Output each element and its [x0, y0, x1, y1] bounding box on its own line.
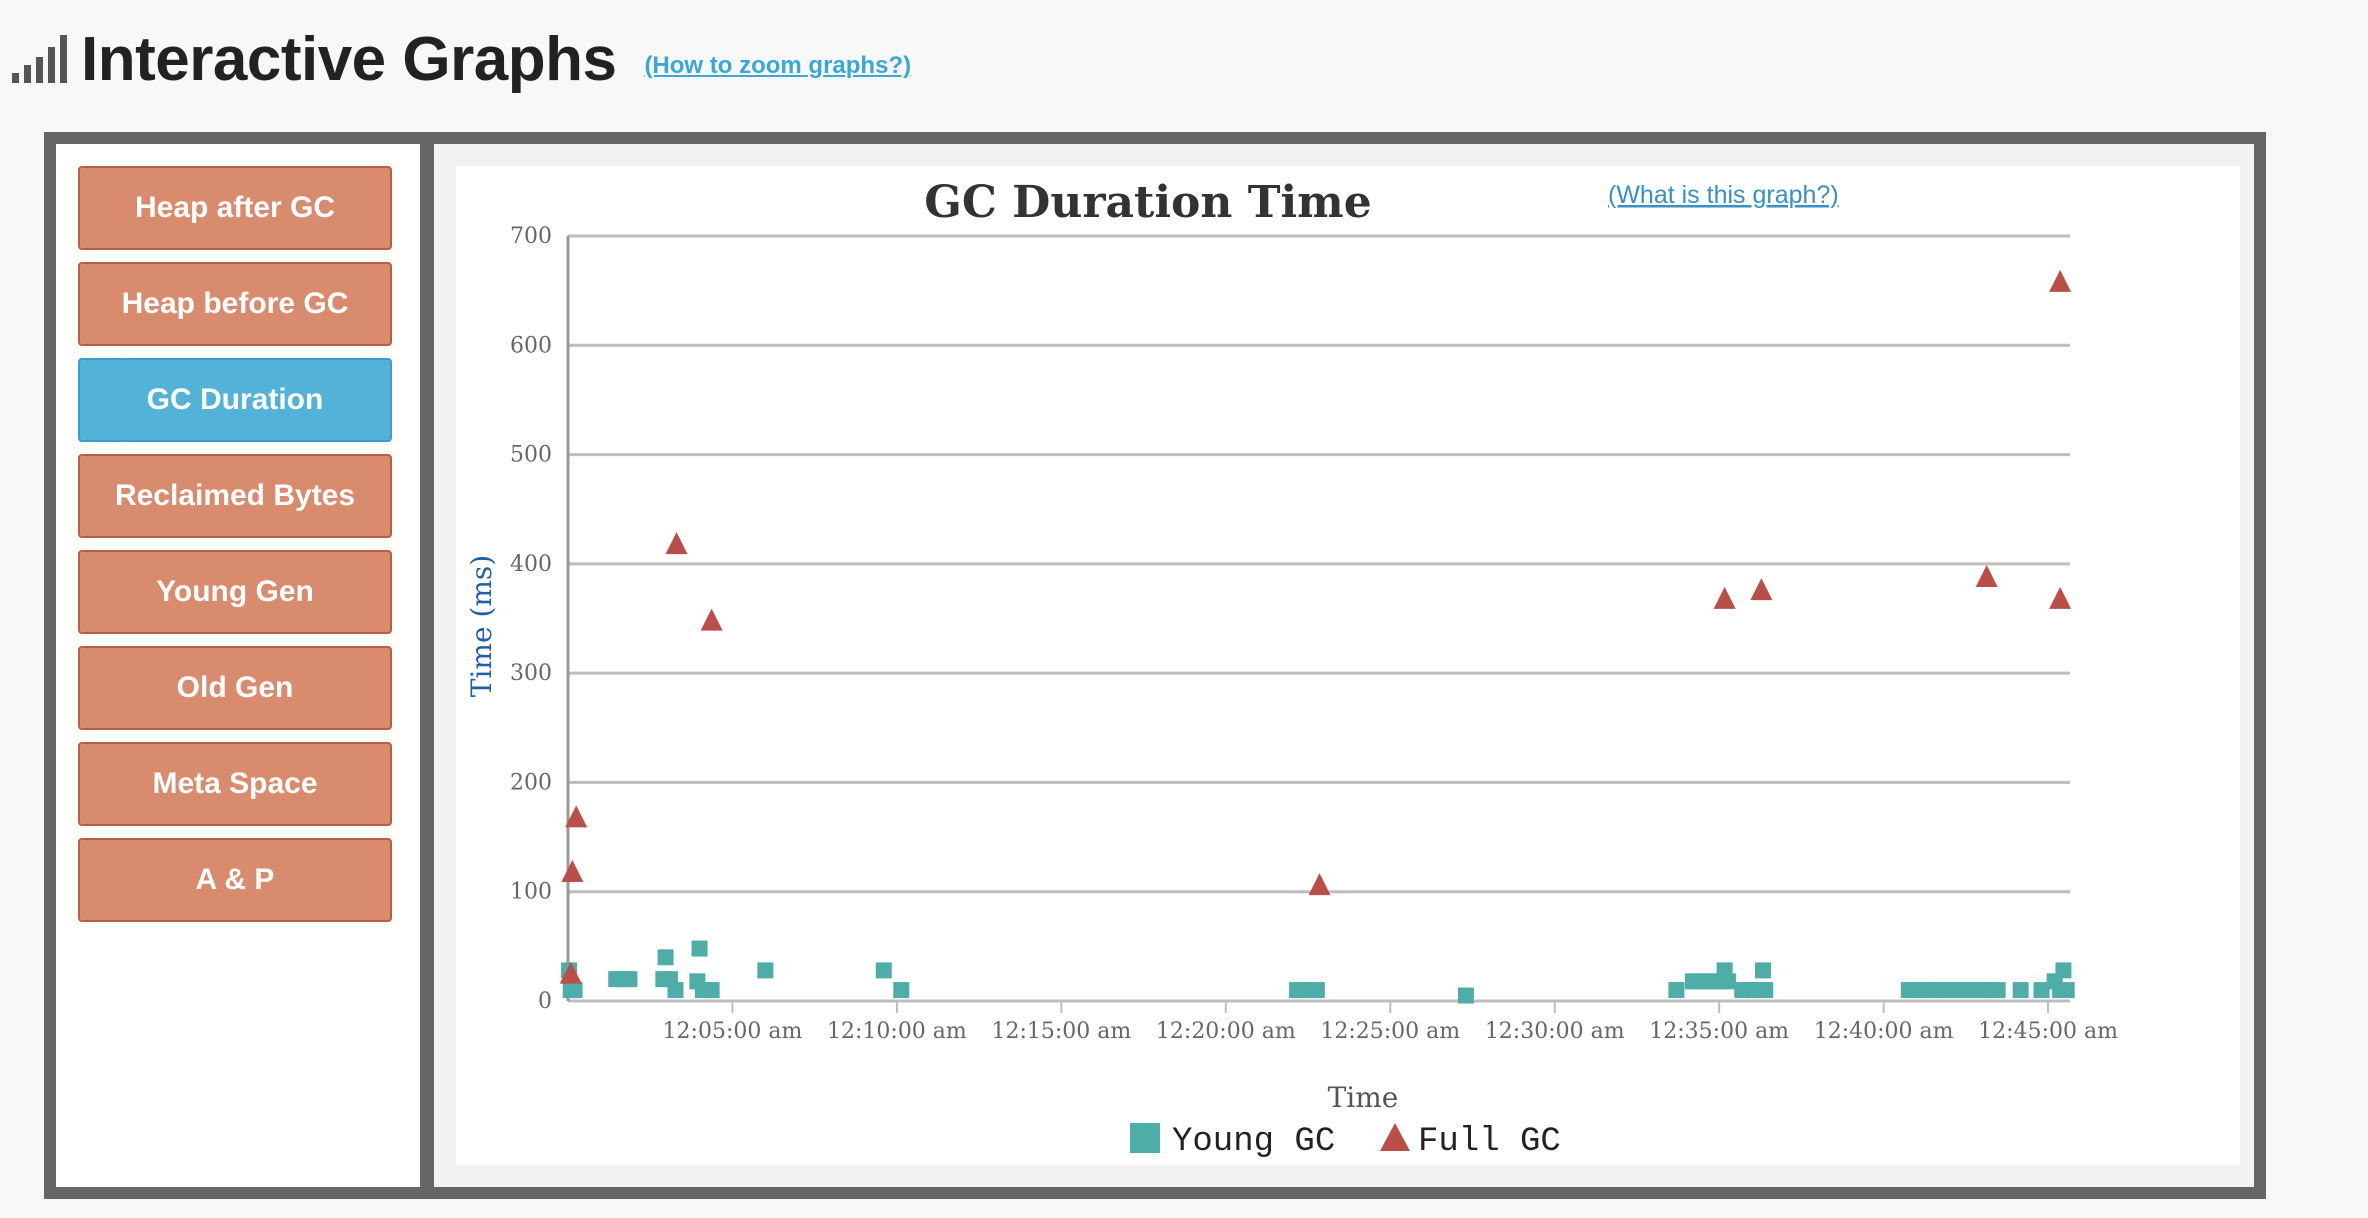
young-gc-point	[2012, 982, 2029, 999]
full-gc-point	[1713, 586, 1736, 609]
full-gc-point	[665, 532, 688, 555]
gc-duration-chart[interactable]: 0 100 200 300 400 500 600 700 12:05:00 am 12:10:…	[456, 166, 2240, 1165]
x-tick-label: 12:15:00 am	[991, 1019, 1131, 1044]
nav-button-old-gen[interactable]: Old Gen	[78, 646, 392, 730]
nav-button-heap-before-gc[interactable]: Heap before GC	[78, 262, 392, 346]
legend-young-gc-swatch	[1130, 1123, 1160, 1153]
y-tick-label: 300	[510, 661, 552, 686]
young-gc-point	[893, 982, 910, 999]
y-tick-label: 200	[510, 770, 552, 795]
x-tick-label: 12:45:00 am	[1978, 1019, 2118, 1044]
young-gc-point	[875, 962, 892, 979]
nav-button-heap-after-gc[interactable]: Heap after GC	[78, 166, 392, 250]
x-tick-label: 12:40:00 am	[1814, 1019, 1954, 1044]
full-gc-point	[559, 961, 582, 984]
young-gc-point	[2033, 982, 2050, 999]
nav-button-young-gen[interactable]: Young Gen	[78, 550, 392, 634]
graph-nav: Heap after GC Heap before GC GC Duration…	[78, 166, 392, 934]
page-header: Interactive Graphs (How to zoom graphs?)	[12, 24, 911, 94]
y-tick-label: 700	[510, 224, 552, 249]
x-tick-label: 12:25:00 am	[1320, 1019, 1460, 1044]
young-gc-point	[691, 940, 708, 957]
y-tick-label: 500	[510, 443, 552, 468]
young-gc-point	[1719, 973, 1736, 990]
young-gc-point	[667, 982, 684, 999]
full-gc-series	[559, 269, 2072, 984]
x-axis-title: Time	[1328, 1081, 1399, 1114]
full-gc-point	[700, 608, 723, 631]
full-gc-point	[2049, 269, 2072, 292]
young-gc-point	[2055, 962, 2072, 979]
bar-chart-icon	[12, 35, 67, 83]
graphs-frame: Heap after GC Heap before GC GC Duration…	[44, 132, 2266, 1199]
full-gc-point	[2049, 586, 2072, 609]
nav-button-reclaimed-bytes[interactable]: Reclaimed Bytes	[78, 454, 392, 538]
what-is-this-graph-link[interactable]: (What is this graph?)	[1608, 181, 1839, 209]
young-gc-point	[1989, 982, 2006, 999]
y-tick-label: 600	[510, 333, 552, 358]
page-title: Interactive Graphs	[81, 24, 617, 94]
legend-full-gc-label[interactable]: Full GC	[1418, 1123, 1561, 1161]
full-gc-point	[561, 860, 584, 883]
y-axis-ticks: 0 100 200 300 400 500 600 700	[510, 224, 552, 1014]
nav-button-meta-space[interactable]: Meta Space	[78, 742, 392, 826]
full-gc-point	[1975, 564, 1998, 587]
young-gc-point	[1668, 982, 1685, 999]
y-axis-title: Time (ms)	[465, 555, 498, 697]
young-gc-point	[621, 971, 638, 988]
y-tick-label: 400	[510, 552, 552, 577]
young-gc-point	[1755, 962, 1772, 979]
legend-full-gc-swatch	[1380, 1123, 1410, 1151]
young-gc-point	[757, 962, 774, 979]
chart-title: GC Duration Time	[924, 177, 1371, 228]
young-gc-point	[703, 982, 720, 999]
x-tick-label: 12:35:00 am	[1649, 1019, 1789, 1044]
y-tick-label: 0	[538, 989, 552, 1014]
y-tick-label: 100	[510, 880, 552, 905]
x-tick-label: 12:10:00 am	[827, 1019, 967, 1044]
nav-button-gc-duration[interactable]: GC Duration	[78, 358, 392, 442]
full-gc-point	[565, 805, 588, 828]
young-gc-point	[2058, 982, 2075, 999]
legend-young-gc-label[interactable]: Young GC	[1172, 1123, 1335, 1161]
young-gc-point	[566, 982, 583, 999]
young-gc-point	[1308, 982, 1325, 999]
x-tick-label: 12:30:00 am	[1485, 1019, 1625, 1044]
grid-lines	[568, 234, 2070, 1003]
full-gc-point	[1750, 578, 1773, 601]
x-tick-label: 12:05:00 am	[663, 1019, 803, 1044]
panel-divider	[420, 144, 434, 1187]
chart-legend: Young GC Full GC	[1130, 1123, 1561, 1161]
chart-panel: 0 100 200 300 400 500 600 700 12:05:00 am 12:10:…	[434, 144, 2254, 1187]
young-gc-point	[657, 949, 674, 966]
x-axis-ticks: 12:05:00 am 12:10:00 am 12:15:00 am 12:20:0…	[663, 1001, 2118, 1044]
zoom-help-link[interactable]: (How to zoom graphs?)	[644, 52, 912, 79]
chart-container: 0 100 200 300 400 500 600 700 12:05:00 am 12:10:…	[456, 166, 2240, 1165]
young-gc-point	[1457, 987, 1474, 1004]
young-gc-series	[561, 940, 2075, 1004]
x-tick-label: 12:20:00 am	[1156, 1019, 1296, 1044]
young-gc-point	[1757, 982, 1774, 999]
full-gc-point	[1308, 873, 1331, 896]
nav-button-a-and-p[interactable]: A & P	[78, 838, 392, 922]
